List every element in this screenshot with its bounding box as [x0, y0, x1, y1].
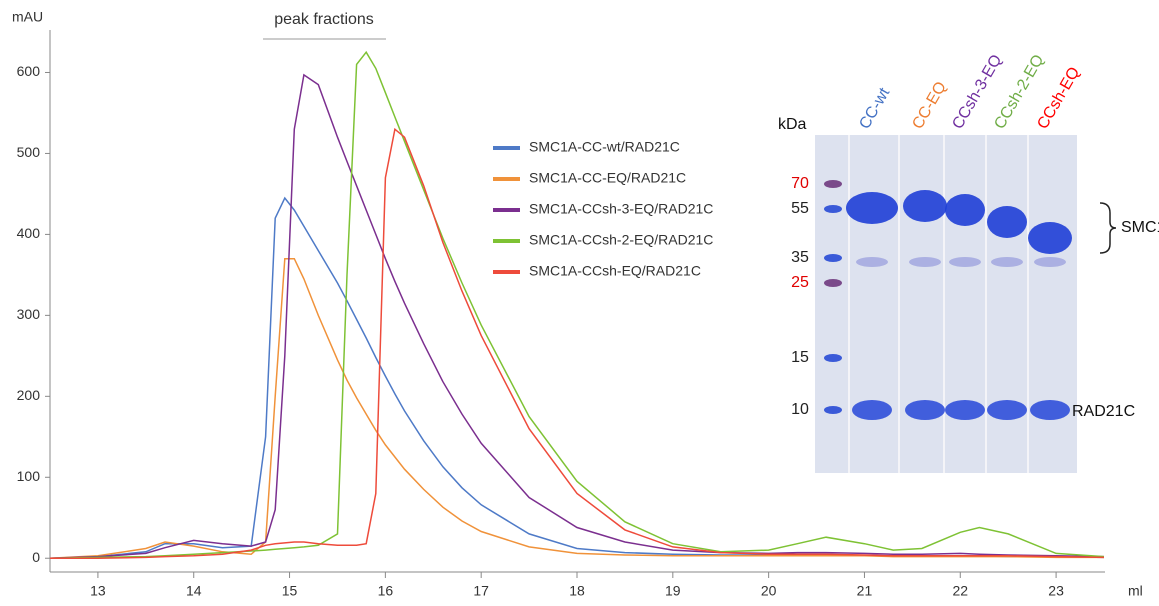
gel-band-faint — [949, 257, 981, 267]
gel-marker-label: 55 — [791, 200, 809, 217]
gel-marker-band — [824, 205, 842, 213]
gel-marker-band — [824, 406, 842, 414]
x-tick-label: 19 — [665, 583, 681, 599]
gel-marker-label: 35 — [791, 249, 809, 266]
gel-lane-label: CCsh-EQ — [1034, 64, 1083, 132]
y-tick-label: 100 — [17, 468, 41, 484]
series-line — [49, 257, 1104, 559]
x-tick-label: 14 — [186, 583, 202, 599]
series-line — [50, 127, 1105, 559]
gel-lane-label: CC-EQ — [909, 79, 950, 132]
x-tick-label: 18 — [569, 583, 585, 599]
gel-band — [903, 190, 947, 222]
gel-band — [945, 400, 985, 420]
band-bracket — [1099, 202, 1117, 254]
x-tick-label: 23 — [1048, 583, 1064, 599]
gel-marker-band — [824, 279, 842, 287]
y-tick-label: 600 — [17, 63, 41, 79]
x-tick-label: 22 — [952, 583, 968, 599]
y-tick-label: 300 — [17, 306, 41, 322]
annotation: peak fractions — [274, 11, 374, 28]
x-tick-label: 13 — [90, 583, 106, 599]
legend-label: SMC1A-CCsh-2-EQ/RAD21C — [529, 232, 713, 248]
gel-marker-band — [824, 254, 842, 262]
gel-marker-label: 70 — [791, 175, 809, 192]
gel-band-faint — [856, 257, 888, 267]
gel-band-faint — [991, 257, 1023, 267]
y-tick-label: 400 — [17, 225, 41, 241]
gel-band — [846, 192, 898, 224]
gel-band — [945, 194, 985, 226]
legend-label: SMC1A-CC-EQ/RAD21C — [529, 170, 686, 186]
gel-band — [1028, 222, 1072, 254]
y-tick-label: 0 — [32, 549, 40, 565]
y-tick-label: 500 — [17, 144, 41, 160]
legend-label: SMC1A-CCsh-3-EQ/RAD21C — [529, 201, 713, 217]
gel-marker-band — [824, 180, 842, 188]
gel-image: kDa CC-wt CC-EQ CCsh-3-EQCCsh-2-EQCCsh-EQ70… — [778, 52, 1159, 473]
y-axis-label: mAU — [12, 9, 43, 25]
gel-band-faint — [1034, 257, 1066, 267]
gel-band-label: RAD21C — [1072, 403, 1135, 420]
series-line — [49, 50, 1105, 559]
series-line — [49, 73, 1105, 559]
x-tick-label: 20 — [761, 583, 777, 599]
gel-band-faint — [909, 257, 941, 267]
x-tick-label: 17 — [473, 583, 489, 599]
gel-band — [852, 400, 892, 420]
gel-marker-band — [824, 354, 842, 362]
gel-band-label: SMC1A — [1121, 219, 1159, 236]
gel-marker-label: 25 — [791, 274, 809, 291]
x-axis-label: ml — [1128, 583, 1143, 599]
x-tick-label: 15 — [282, 583, 298, 599]
gel-unit-label: kDa — [778, 116, 807, 133]
gel-lane-label: CC-wt — [856, 85, 893, 132]
gel-marker-label: 10 — [791, 401, 809, 418]
legend-label: SMC1A-CCsh-EQ/RAD21C — [529, 263, 701, 279]
gel-marker-label: 15 — [791, 349, 809, 366]
x-tick-label: 16 — [378, 583, 394, 599]
y-tick-label: 200 — [17, 387, 41, 403]
x-tick-label: 21 — [857, 583, 873, 599]
gel-band — [987, 206, 1027, 238]
gel-background — [815, 135, 1077, 473]
gel-band — [1030, 400, 1070, 420]
gel-band — [987, 400, 1027, 420]
gel-band — [905, 400, 945, 420]
legend-label: SMC1A-CC-wt/RAD21C — [529, 139, 680, 155]
